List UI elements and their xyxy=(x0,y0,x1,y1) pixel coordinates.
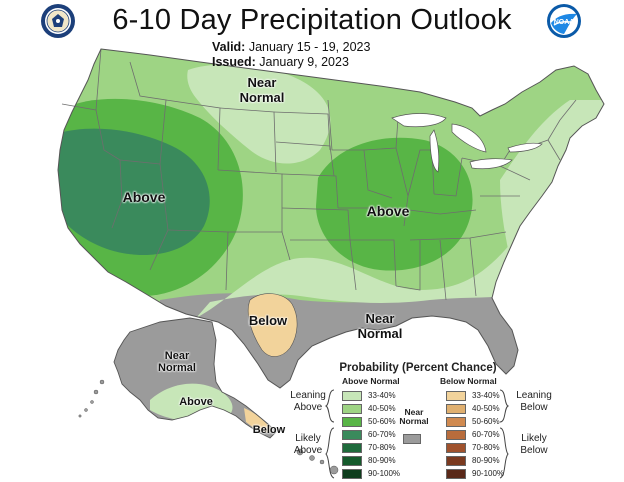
legend-above-range-label: 80-90% xyxy=(368,456,396,465)
label-above-alaska: Above xyxy=(179,396,213,408)
legend-above-range-label: 60-70% xyxy=(368,430,396,439)
conus-map xyxy=(57,48,605,389)
legend-below-swatch xyxy=(446,391,466,401)
hawaii-islands xyxy=(296,448,339,475)
legend-below-header: Below Normal xyxy=(440,376,497,386)
page-title: 6-10 Day Precipitation Outlook xyxy=(112,4,512,36)
state-boundaries xyxy=(61,48,577,301)
legend-above-swatch xyxy=(342,443,362,453)
central-50-60-zone xyxy=(316,137,473,271)
issued-date: Issued: January 9, 2023 xyxy=(212,55,349,69)
legend-near-normal-swatch xyxy=(403,434,421,444)
legend-above-range-label: 33-40% xyxy=(368,391,396,400)
legend-title: Probability (Percent Chance) xyxy=(339,362,497,374)
legend-above-swatch xyxy=(342,404,362,414)
legend-above-swatch xyxy=(342,430,362,440)
aleutian-islands xyxy=(78,379,105,418)
label-below-texas: Below xyxy=(248,313,288,328)
alaska-below-zone xyxy=(244,408,272,433)
leaning-above-south-zone xyxy=(196,232,540,318)
doc-seal-icon xyxy=(41,4,75,38)
noaa-logo-icon: NOAA xyxy=(547,4,581,38)
label-above-central: Above xyxy=(366,203,410,219)
legend-near-normal: Near Normal xyxy=(399,407,429,427)
issued-label: Issued: xyxy=(212,55,256,69)
legend-below-swatch xyxy=(446,443,466,453)
great-lakes xyxy=(391,113,543,173)
legend-leaning-above: Leaning Above xyxy=(290,390,326,413)
texas-below-zone xyxy=(247,293,298,357)
label-near-normal-south: Near Normal xyxy=(357,311,403,341)
legend-above-range-label: 50-60% xyxy=(368,417,396,426)
alaska-outline xyxy=(113,317,277,439)
legend-below-swatch xyxy=(446,430,466,440)
valid-value: January 15 - 19, 2023 xyxy=(248,40,371,54)
issued-value: January 9, 2023 xyxy=(259,55,349,69)
west-60-70-zone xyxy=(58,128,210,256)
label-above-west: Above xyxy=(122,189,166,205)
legend-above-header: Above Normal xyxy=(342,376,400,386)
legend-below-swatch xyxy=(446,404,466,414)
legend-above-range-label: 40-50% xyxy=(368,404,396,413)
leaning-above-north-zone xyxy=(187,64,331,164)
legend-below-range-label: 60-70% xyxy=(472,430,500,439)
legend-likely-below: Likely Below xyxy=(520,433,548,456)
legend-below-swatch xyxy=(446,456,466,466)
valid-label: Valid: xyxy=(212,40,246,54)
legend-below-range-label: 80-90% xyxy=(472,456,500,465)
legend-above-swatch xyxy=(342,391,362,401)
legend-likely-above: Likely Above xyxy=(293,433,323,456)
legend-above-swatch xyxy=(342,417,362,427)
legend-above-swatch xyxy=(342,456,362,466)
legend-brace-left xyxy=(324,389,335,479)
legend-brace-right xyxy=(499,389,510,479)
legend-below-range-label: 90-100% xyxy=(472,469,505,478)
legend-below-range-label: 70-80% xyxy=(472,443,500,452)
valid-dates: Valid: January 15 - 19, 2023 xyxy=(212,40,370,54)
legend-above-range-label: 90-100% xyxy=(368,469,401,478)
noaa-logo-text: NOAA xyxy=(554,19,575,26)
label-near-normal-alaska: Near Normal xyxy=(158,350,196,375)
legend-below-range-label: 40-50% xyxy=(472,404,500,413)
label-near-normal-north: Near Normal xyxy=(239,75,285,105)
conus-outline xyxy=(57,48,605,389)
legend-above-range-label: 70-80% xyxy=(368,443,396,452)
legend-leaning-below: Leaning Below xyxy=(516,390,552,413)
legend-below-swatch xyxy=(446,417,466,427)
legend-above-swatch xyxy=(342,469,362,479)
legend-below-swatch xyxy=(446,469,466,479)
legend-below-range-label: 50-60% xyxy=(472,417,500,426)
legend-below-range-label: 33-40% xyxy=(472,391,500,400)
label-below-alaska: Below xyxy=(252,424,286,436)
